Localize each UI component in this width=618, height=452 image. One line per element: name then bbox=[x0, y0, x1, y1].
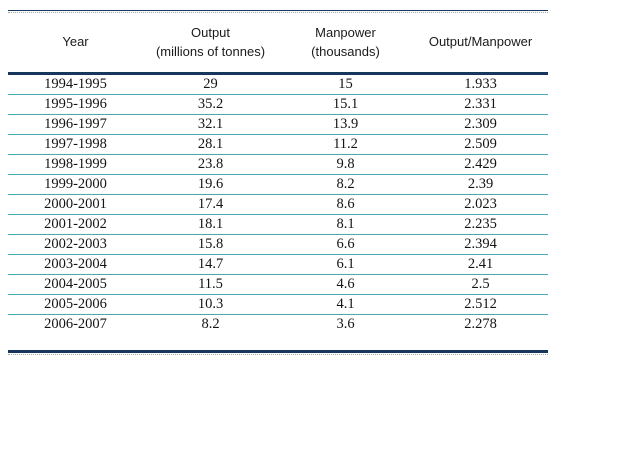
table-cell: 29 bbox=[143, 73, 278, 95]
table-cell: 2001-2002 bbox=[8, 214, 143, 235]
table-cell: 2005-2006 bbox=[8, 294, 143, 315]
table-row: 1997-1998 28.1 11.2 2.509 bbox=[8, 134, 548, 155]
table-cell: 14.7 bbox=[143, 254, 278, 275]
table-cell: 18.1 bbox=[143, 214, 278, 235]
table-cell: 28.1 bbox=[143, 134, 278, 155]
table-cell: 2004-2005 bbox=[8, 274, 143, 295]
table-cell: 2.41 bbox=[413, 254, 548, 275]
table-cell: 6.6 bbox=[278, 234, 413, 255]
table-cell: 2006-2007 bbox=[44, 316, 107, 332]
table-header: Year Output (millions of tonnes) Manpowe… bbox=[8, 13, 548, 75]
table-cell: 1996-1997 bbox=[8, 114, 143, 135]
table-cell: 17.4 bbox=[143, 194, 278, 215]
table-cell: 2.023 bbox=[413, 194, 548, 215]
header-sublabel-output: (millions of tonnes) bbox=[155, 43, 266, 59]
header-cell-output-manpower: Output/Manpower bbox=[413, 13, 548, 75]
table-cell: 2.394 bbox=[413, 234, 548, 255]
header-label-output: Output bbox=[190, 25, 231, 41]
table-top-border bbox=[8, 10, 548, 13]
table-row: 1999-2000 19.6 8.2 2.39 bbox=[8, 174, 548, 195]
table-cell: 32.1 bbox=[143, 114, 278, 135]
table-row: 2005-2006 10.3 4.1 2.512 bbox=[8, 294, 548, 315]
table-cell: 2.509 bbox=[413, 134, 548, 155]
table-cell: 2000-2001 bbox=[8, 194, 143, 215]
table-row: 2003-2004 14.7 6.1 2.41 bbox=[8, 254, 548, 275]
header-label-output-manpower: Output/Manpower bbox=[428, 34, 533, 50]
header-cell-year: Year bbox=[8, 13, 143, 75]
table-cell: 2.39 bbox=[413, 174, 548, 195]
table-body: 1994-1995 29 15 1.933 1995-1996 35.2 15.1 2.331… bbox=[8, 73, 548, 351]
table-bottom-border bbox=[8, 350, 548, 355]
table-row: 2004-2005 11.5 4.6 2.5 bbox=[8, 274, 548, 295]
table-cell: 1995-1996 bbox=[8, 94, 143, 115]
table-cell: 2.429 bbox=[413, 154, 548, 175]
table-cell: 1994-1995 bbox=[8, 73, 143, 95]
table-cell: 2.278 bbox=[464, 316, 497, 332]
table-cell: 10.3 bbox=[143, 294, 278, 315]
table-cell: 15 bbox=[278, 73, 413, 95]
table-cell: 2.309 bbox=[413, 114, 548, 135]
table-cell: 2002-2003 bbox=[8, 234, 143, 255]
header-row: Year Output (millions of tonnes) Manpowe… bbox=[8, 13, 548, 75]
table-cell: 1997-1998 bbox=[8, 134, 143, 155]
table-row: 1994-1995 29 15 1.933 bbox=[8, 73, 548, 95]
table-cell: 15.8 bbox=[143, 234, 278, 255]
table-cell: 4.1 bbox=[278, 294, 413, 315]
table-row: 2001-2002 18.1 8.1 2.235 bbox=[8, 214, 548, 235]
table-cell: 13.9 bbox=[278, 114, 413, 135]
table-cell: 11.5 bbox=[143, 274, 278, 295]
table-row: 1995-1996 35.2 15.1 2.331 bbox=[8, 94, 548, 115]
table-cell: 9.8 bbox=[278, 154, 413, 175]
table-cell: 19.6 bbox=[143, 174, 278, 195]
table-cell: 8.2 bbox=[201, 316, 220, 332]
header-sublabel-manpower: (thousands) bbox=[311, 43, 380, 59]
table-cell: 1.933 bbox=[413, 73, 548, 95]
header-label-manpower: Manpower bbox=[315, 25, 376, 41]
table-row: 2000-2001 17.4 8.6 2.023 bbox=[8, 194, 548, 215]
table-cell: 23.8 bbox=[143, 154, 278, 175]
data-table-container: Year Output (millions of tonnes) Manpowe… bbox=[8, 10, 548, 355]
table-cell: 4.6 bbox=[278, 274, 413, 295]
table-row: 2006-2007 8.2 3.6 2.278 bbox=[8, 315, 548, 351]
table-cell: 2.512 bbox=[413, 294, 548, 315]
table-row: 2002-2003 15.8 6.6 2.394 bbox=[8, 234, 548, 255]
table-cell: 2.331 bbox=[413, 94, 548, 115]
table-row: 1998-1999 23.8 9.8 2.429 bbox=[8, 154, 548, 175]
header-cell-manpower: Manpower (thousands) bbox=[278, 13, 413, 75]
table-cell: 1998-1999 bbox=[8, 154, 143, 175]
table-cell: 2.5 bbox=[413, 274, 548, 295]
header-cell-output: Output (millions of tonnes) bbox=[143, 13, 278, 75]
header-label-year: Year bbox=[62, 34, 89, 50]
table-cell: 15.1 bbox=[278, 94, 413, 115]
table-cell: 11.2 bbox=[278, 134, 413, 155]
table-cell: 6.1 bbox=[278, 254, 413, 275]
table-cell: 35.2 bbox=[143, 94, 278, 115]
table-cell: 8.2 bbox=[278, 174, 413, 195]
table-cell: 2003-2004 bbox=[8, 254, 143, 275]
table-cell: 2.235 bbox=[413, 214, 548, 235]
table-row: 1996-1997 32.1 13.9 2.309 bbox=[8, 114, 548, 135]
table-cell: 3.6 bbox=[336, 316, 355, 332]
data-table: Year Output (millions of tonnes) Manpowe… bbox=[8, 13, 548, 350]
table-cell: 8.1 bbox=[278, 214, 413, 235]
table-cell: 1999-2000 bbox=[8, 174, 143, 195]
table-cell: 8.6 bbox=[278, 194, 413, 215]
